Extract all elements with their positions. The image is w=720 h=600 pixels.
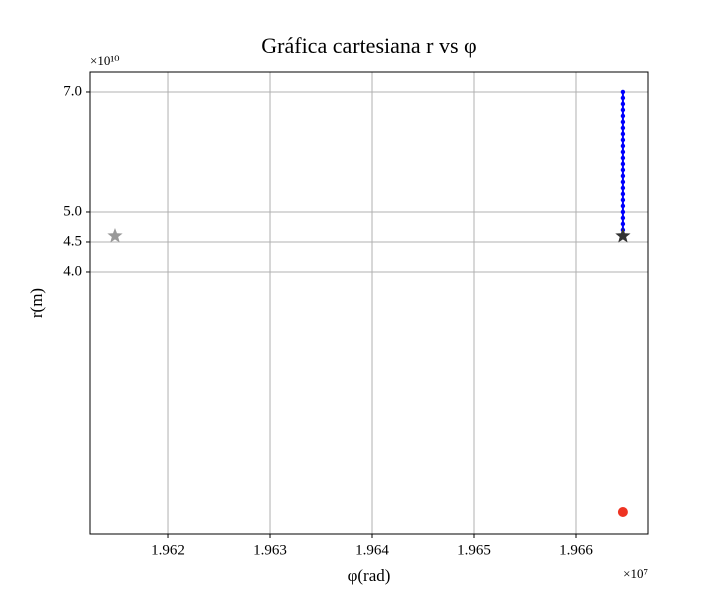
chart-title: Gráfica cartesiana r vs φ <box>261 33 476 58</box>
point <box>617 506 628 517</box>
x-tick-label: 1.964 <box>355 542 389 558</box>
point <box>620 113 626 119</box>
point <box>620 185 626 191</box>
x-tick-label: 1.962 <box>151 542 185 558</box>
point <box>620 131 626 137</box>
point <box>620 197 626 203</box>
y-tick-label: 7.0 <box>63 83 82 99</box>
point <box>620 107 626 113</box>
y-axis-label: r(m) <box>27 288 46 318</box>
point <box>620 191 626 197</box>
point <box>620 161 626 167</box>
y-tick-label: 4.5 <box>63 233 82 249</box>
plot-frame <box>89 71 649 535</box>
point <box>620 179 626 185</box>
y-offset-label: ×10¹⁰ <box>90 53 119 68</box>
point <box>620 167 626 173</box>
point <box>620 149 626 155</box>
star-marker <box>615 227 631 243</box>
x-tick-label: 1.966 <box>559 542 593 558</box>
point <box>620 143 626 149</box>
point <box>620 95 626 101</box>
x-tick-label: 1.965 <box>457 542 491 558</box>
point <box>620 173 626 179</box>
point <box>620 215 626 221</box>
star-marker <box>107 227 123 243</box>
point <box>620 101 626 107</box>
point <box>620 203 626 209</box>
point <box>620 89 626 95</box>
y-tick-label: 5.0 <box>63 203 82 219</box>
point <box>620 137 626 143</box>
point <box>620 221 626 227</box>
point <box>620 155 626 161</box>
point <box>620 209 626 215</box>
point <box>620 125 626 131</box>
x-tick-label: 1.963 <box>253 542 287 558</box>
x-offset-label: ×10⁷ <box>623 566 648 581</box>
x-axis-label: φ(rad) <box>348 566 391 585</box>
y-tick-label: 4.0 <box>63 263 82 279</box>
point <box>620 119 626 125</box>
